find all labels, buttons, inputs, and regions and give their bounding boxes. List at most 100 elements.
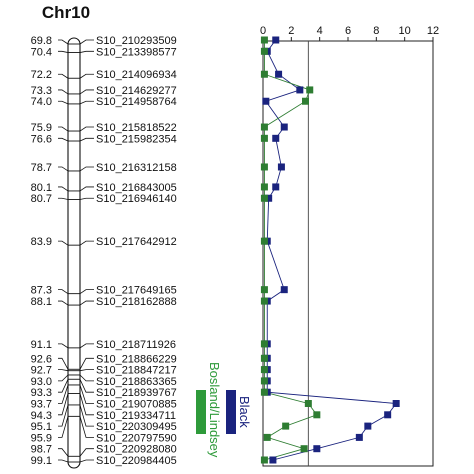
marker-connector: [79, 416, 94, 438]
position-connector: [58, 240, 69, 246]
series-point-bosland-lindsey: [260, 366, 268, 374]
marker-connector: [79, 374, 94, 382]
series-point-black: [364, 422, 372, 430]
series-point-bosland-lindsey: [260, 123, 268, 131]
marker-connector: [79, 393, 94, 416]
marker-connector: [79, 240, 94, 246]
marker-name-label: S10_218162888: [96, 296, 177, 308]
marker-position-label: 76.6: [31, 133, 52, 145]
marker-connector: [79, 73, 94, 79]
series-point-bosland-lindsey: [260, 194, 268, 202]
series-point-bosland-lindsey: [260, 70, 268, 78]
series-point-bosland-lindsey: [260, 340, 268, 348]
series-point-black: [262, 97, 270, 105]
series-point-black: [384, 411, 392, 419]
marker-position-label: 87.3: [31, 285, 52, 297]
marker-connector: [79, 357, 94, 370]
position-connector: [58, 369, 69, 372]
marker-connector: [79, 289, 94, 294]
position-connector: [58, 39, 69, 45]
marker-position-label: 95.9: [31, 432, 52, 444]
x-tick-label: 12: [427, 25, 439, 37]
marker-position-label: 80.1: [31, 182, 52, 194]
x-tick-label: 4: [317, 25, 323, 37]
plot-frame: [262, 40, 434, 467]
series-point-bosland-lindsey: [260, 297, 268, 305]
marker-position-label: 69.8: [31, 35, 52, 47]
position-connector: [58, 416, 69, 438]
series-line-black: [265, 39, 398, 461]
marker-name-label: S10_220309495: [96, 421, 177, 433]
position-connector: [58, 197, 69, 200]
marker-position-label: 95.1: [31, 421, 52, 433]
position-connector: [58, 404, 69, 427]
marker-name-label: S10_214958764: [96, 96, 177, 108]
series-point-black: [392, 400, 400, 407]
qtl-label-bosland-lindsey: Bosland/Lindsey: [207, 362, 222, 458]
series-point-black: [280, 123, 288, 131]
series-point-bosland-lindsey: [306, 86, 314, 94]
marker-name-label: S10_216946140: [96, 193, 177, 205]
series-point-black: [265, 194, 273, 202]
marker-name-label: S10_216843005: [96, 182, 177, 194]
marker-connector: [79, 459, 94, 463]
marker-connector: [79, 197, 94, 200]
position-connector: [58, 459, 69, 463]
series-point-black: [280, 286, 288, 294]
marker-name-label: S10_218847217: [96, 365, 177, 377]
series-point-black: [277, 163, 285, 171]
position-connector: [58, 393, 69, 416]
marker-name-label: S10_210293509: [96, 35, 177, 47]
marker-name-label: S10_217642912: [96, 236, 177, 248]
marker-position-label: 75.9: [31, 122, 52, 134]
position-connector: [58, 343, 69, 349]
series-point-black: [272, 36, 280, 44]
marker-connector: [79, 384, 94, 404]
marker-name-label: S10_218939767: [96, 387, 177, 399]
marker-connector: [79, 50, 94, 53]
marker-name-label: S10_215818522: [96, 122, 177, 134]
qtl-bar-black: [226, 390, 236, 434]
marker-connector: [79, 186, 94, 192]
position-connector: [58, 379, 69, 393]
series-point-black: [355, 433, 363, 441]
marker-connector: [79, 100, 94, 105]
marker-position-label: 78.7: [31, 162, 52, 174]
x-tick-label: 10: [399, 25, 411, 37]
marker-name-label: S10_219334711: [96, 410, 176, 422]
position-connector: [58, 357, 69, 370]
marker-position-label: 70.4: [31, 46, 52, 58]
series-point-bosland-lindsey: [260, 134, 268, 142]
position-connector: [58, 73, 69, 79]
series-point-bosland-lindsey: [313, 411, 321, 419]
marker-position-label: 98.7: [31, 444, 52, 456]
position-connector: [58, 137, 69, 142]
series-point-bosland-lindsey: [260, 456, 268, 464]
position-connector: [58, 100, 69, 105]
marker-connector: [79, 448, 94, 457]
position-connector: [58, 300, 69, 306]
marker-position-label: 92.6: [31, 353, 52, 365]
series-point-bosland-lindsey: [260, 354, 268, 362]
marker-position-label: 93.3: [31, 387, 52, 399]
position-connector: [58, 50, 69, 53]
lod-plot: 0 2 4 6 8 10 12 Bosland/Lindsey Black: [196, 25, 439, 467]
marker-position-label: 72.2: [31, 69, 52, 81]
series-point-black: [296, 86, 304, 94]
qtl-bar-bosland-lindsey: [196, 390, 206, 434]
marker-name-label: S10_214629277: [96, 85, 177, 97]
marker-name-label: S10_220928080: [96, 444, 177, 456]
position-connector: [58, 384, 69, 404]
marker-name-label: S10_220984405: [96, 455, 177, 467]
marker-name-label: S10_215982354: [96, 133, 177, 145]
position-connector: [58, 289, 69, 294]
series-point-black: [313, 445, 321, 453]
position-connector: [58, 448, 69, 457]
marker-connector: [79, 343, 94, 349]
marker-name-label: S10_219070885: [96, 399, 177, 411]
x-tick-label: 8: [373, 25, 379, 37]
marker-name-label: S10_213398577: [96, 46, 177, 58]
series-point-bosland-lindsey: [260, 237, 268, 245]
series-point-bosland-lindsey: [263, 433, 271, 441]
